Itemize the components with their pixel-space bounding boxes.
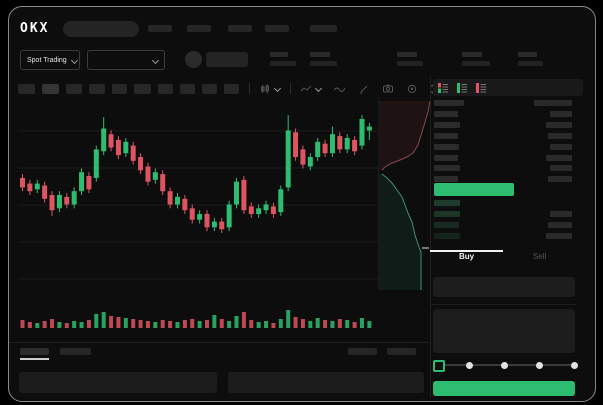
nav-item-5[interactable]: [310, 25, 337, 32]
timeframe-button-6[interactable]: [134, 83, 151, 94]
trade-side-panel: Buy Sell: [430, 75, 596, 400]
tab-sell[interactable]: Sell: [532, 252, 547, 261]
timeframe-button-10[interactable]: [224, 83, 239, 94]
orderbook-last-price[interactable]: [434, 183, 514, 196]
bottom-action-1[interactable]: [348, 348, 377, 355]
buy-tab-indicator: [430, 250, 503, 252]
chart-settings-icon[interactable]: [407, 84, 417, 94]
bid-row[interactable]: [430, 210, 576, 218]
bottom-action-2[interactable]: [387, 348, 416, 355]
chevron-down-icon: [314, 84, 323, 93]
market-type-label: Spot Trading: [27, 56, 67, 64]
bid-row[interactable]: [430, 232, 576, 240]
orders-panel-placeholder: [19, 372, 217, 393]
timeframe-button-7[interactable]: [158, 83, 173, 94]
ask-row[interactable]: [430, 132, 576, 140]
amount-input[interactable]: [433, 309, 575, 353]
slider-stop-1[interactable]: [465, 361, 473, 369]
line-tools-icon[interactable]: [334, 84, 345, 94]
amount-slider-handle[interactable]: [433, 360, 445, 372]
nav-item-3[interactable]: [228, 25, 252, 32]
ask-row[interactable]: [430, 100, 576, 107]
slider-stop-2[interactable]: [500, 361, 508, 369]
bid-row[interactable]: [430, 221, 576, 229]
chart-toolbar: [18, 83, 441, 94]
bottom-tab-2[interactable]: [60, 348, 91, 355]
orderbook-view-both-icon[interactable]: [438, 82, 448, 93]
bottom-tab-underline: [20, 358, 49, 360]
okx-logo: OKX: [20, 21, 50, 36]
market-type-dropdown[interactable]: Spot Trading: [20, 50, 80, 70]
ask-row[interactable]: [430, 154, 576, 162]
coin-avatar[interactable]: [185, 51, 202, 68]
chevron-down-icon: [70, 56, 78, 64]
orderbook-view-toolbar: [433, 79, 583, 96]
ask-row[interactable]: [430, 143, 576, 151]
timeframe-button-2[interactable]: [42, 83, 59, 94]
orderbook-view-asks-icon[interactable]: [476, 82, 486, 93]
last-price-placeholder: [206, 52, 248, 67]
pair-selector-dropdown[interactable]: [87, 50, 165, 70]
draw-pencil-icon[interactable]: [359, 84, 369, 94]
indicators-button[interactable]: [301, 84, 323, 94]
timeframe-buttons: [18, 83, 239, 94]
ask-row[interactable]: [430, 176, 576, 183]
chevron-down-icon: [151, 56, 160, 64]
screenshot-camera-icon[interactable]: [383, 84, 393, 93]
nav-item-4[interactable]: [265, 25, 289, 32]
history-panel-placeholder: [228, 372, 424, 393]
timeframe-button-3[interactable]: [66, 83, 82, 94]
candlestick-chart[interactable]: [18, 97, 430, 340]
bottom-tab-active[interactable]: [20, 348, 49, 355]
tab-buy[interactable]: Buy: [458, 252, 475, 261]
nav-item-1[interactable]: [148, 25, 172, 32]
timeframe-button-8[interactable]: [180, 83, 195, 94]
ask-row[interactable]: [430, 121, 576, 129]
timeframe-button-1[interactable]: [18, 83, 35, 94]
chevron-down-icon: [273, 84, 282, 93]
nav-item-2[interactable]: [187, 25, 211, 32]
timeframe-button-9[interactable]: [202, 83, 217, 94]
orderbook-view-bids-icon[interactable]: [457, 82, 467, 93]
slider-stop-3[interactable]: [535, 361, 543, 369]
bid-row[interactable]: [430, 200, 576, 207]
price-input[interactable]: [433, 277, 575, 297]
timeframe-button-5[interactable]: [112, 83, 127, 94]
ask-row[interactable]: [430, 165, 576, 172]
slider-stop-4[interactable]: [570, 361, 578, 369]
ask-row[interactable]: [430, 110, 576, 118]
search-input[interactable]: [63, 21, 139, 37]
timeframe-button-4[interactable]: [89, 83, 105, 94]
buy-submit-button[interactable]: [433, 381, 575, 396]
candle-type-button[interactable]: [260, 84, 282, 94]
